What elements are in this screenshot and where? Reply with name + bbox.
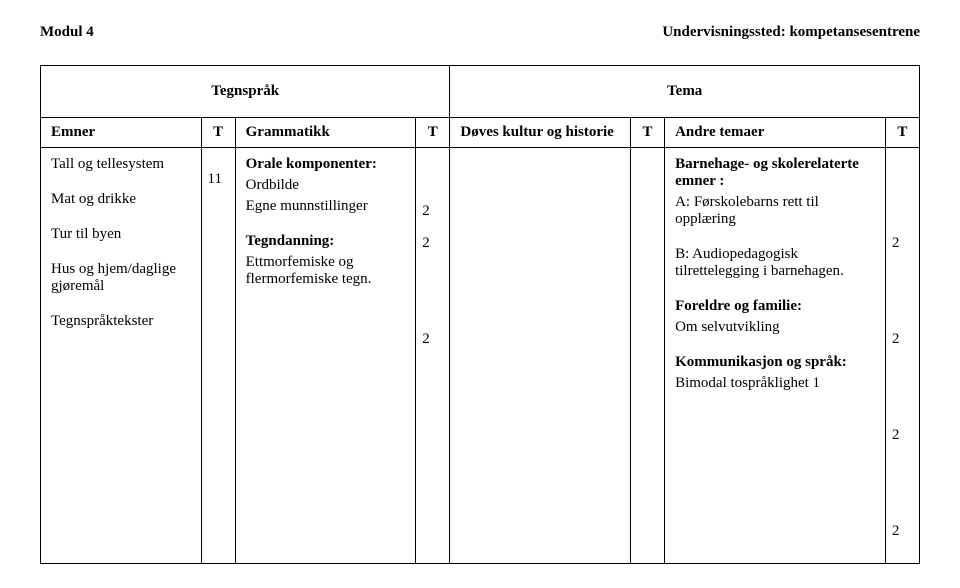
doves-cell <box>450 148 631 564</box>
col-andre: Andre temaer <box>665 118 886 148</box>
andre-heading: Foreldre og familie: <box>675 298 875 315</box>
gram-heading: Orale komponenter: <box>246 156 406 173</box>
andre-line: A: Førskolebarns rett til opplæring <box>675 194 875 228</box>
main-table: Tegnspråk Tema Emner T Grammatikk T Døve… <box>40 65 920 564</box>
module-title: Modul 4 <box>40 24 94 41</box>
t4-value: 2 <box>892 331 913 348</box>
col-t4: T <box>885 118 919 148</box>
col-t3: T <box>630 118 664 148</box>
emner-line: Tegnspråktekster <box>51 313 191 330</box>
grammatikk-cell: Orale komponenter: Ordbilde Egne munnsti… <box>235 148 416 564</box>
section-left: Tegnspråk <box>211 83 279 99</box>
emner-line: Mat og drikke <box>51 191 191 208</box>
t1-value: 11 <box>208 171 229 188</box>
t2-value: 2 <box>422 331 443 348</box>
andre-heading: Barnehage- og skolerelaterte emner : <box>675 156 875 190</box>
andre-heading: Kommunikasjon og språk: <box>675 354 875 371</box>
section-right: Tema <box>667 83 702 99</box>
t2-value: 2 <box>422 203 443 220</box>
emner-line: Hus og hjem/daglige gjøremål <box>51 261 191 295</box>
t4-value: 2 <box>892 427 913 444</box>
andre-cell: Barnehage- og skolerelaterte emner : A: … <box>665 148 886 564</box>
emner-line: Tur til byen <box>51 226 191 243</box>
t2-cell: 2 2 2 <box>416 148 450 564</box>
col-emner: Emner <box>41 118 202 148</box>
andre-line: Bimodal tospråklighet 1 <box>675 375 875 392</box>
col-t2: T <box>416 118 450 148</box>
page-header: Modul 4 Undervisningssted: kompetansesen… <box>40 24 920 41</box>
t1-cell: 11 <box>201 148 235 564</box>
section-row: Tegnspråk Tema <box>41 66 920 118</box>
gram-heading: Tegndanning: <box>246 233 406 250</box>
col-t1: T <box>201 118 235 148</box>
emner-line: Tall og tellesystem <box>51 156 191 173</box>
t4-value: 2 <box>892 523 913 540</box>
t3-cell <box>630 148 664 564</box>
col-grammatikk: Grammatikk <box>235 118 416 148</box>
andre-line: Om selvutvikling <box>675 319 875 336</box>
t4-value: 2 <box>892 235 913 252</box>
column-headers: Emner T Grammatikk T Døves kultur og his… <box>41 118 920 148</box>
t2-value: 2 <box>422 235 443 252</box>
gram-line: Ettmorfemiske og flermorfemiske tegn. <box>246 254 406 288</box>
t4-cell: 2 2 2 2 <box>885 148 919 564</box>
gram-line: Ordbilde <box>246 177 406 194</box>
andre-line: B: Audiopedagogisk tilrettelegging i bar… <box>675 246 875 280</box>
location-title: Undervisningssted: kompetansesentrene <box>662 24 920 41</box>
emner-cell: Tall og tellesystem Mat og drikke Tur ti… <box>41 148 202 564</box>
gram-line: Egne munnstillinger <box>246 198 406 215</box>
content-row: Tall og tellesystem Mat og drikke Tur ti… <box>41 148 920 564</box>
col-doves: Døves kultur og historie <box>450 118 631 148</box>
